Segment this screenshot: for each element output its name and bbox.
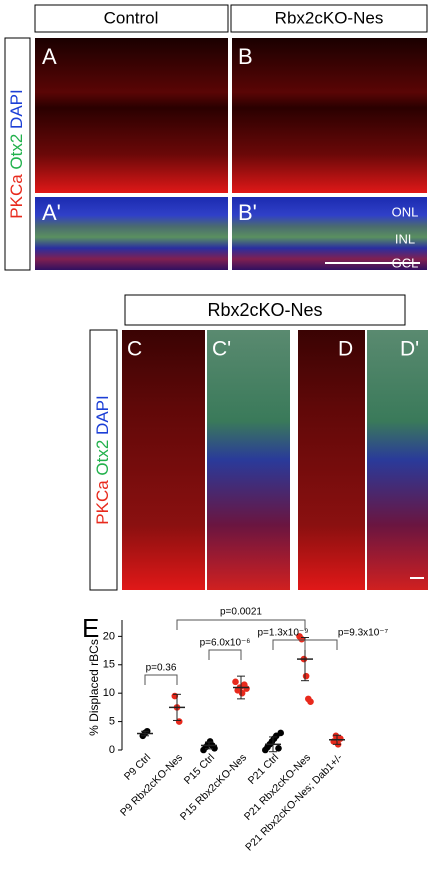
- y-tick-label: 0: [109, 744, 115, 756]
- micrograph: [207, 330, 290, 590]
- stain: DAPI: [7, 89, 26, 129]
- col-title: Control: [104, 8, 159, 27]
- micrograph: [232, 197, 427, 270]
- stain: Otx2: [93, 440, 112, 476]
- panel-letter: A: [42, 44, 57, 69]
- panel-letter: B: [238, 44, 253, 69]
- panel-letter: C: [127, 338, 142, 361]
- side-box: [89, 329, 118, 591]
- data-point: [277, 729, 285, 737]
- panel-letter: A': [42, 200, 61, 225]
- bracket: [304, 639, 338, 650]
- bracket: [208, 649, 242, 660]
- header-box: [230, 4, 428, 33]
- p-value: p=1.3x10⁻⁹: [258, 628, 309, 639]
- col-title: Rbx2cKO-Nes: [275, 8, 384, 27]
- bracket: [144, 674, 178, 685]
- data-point: [238, 689, 246, 697]
- micrograph: [232, 38, 427, 193]
- side-box: [4, 37, 31, 271]
- data-point: [211, 744, 218, 752]
- header-box: [34, 4, 229, 33]
- col-title: Rbx2cKO-Nes: [207, 300, 322, 320]
- panel-letter: C': [212, 338, 231, 361]
- data-point: [232, 678, 239, 686]
- p-value: p=0.36: [146, 663, 177, 674]
- micrograph: [298, 330, 365, 590]
- top-panels: Control Rbx2cKO-Nes PKCa Otx2 DAPI A B A…: [4, 4, 428, 271]
- layer-label: ONL: [392, 204, 419, 219]
- data-point: [275, 744, 282, 752]
- x-tick-label: P9 Ctrl: [122, 752, 153, 783]
- y-tick-label: 20: [103, 630, 115, 642]
- stain-label: PKCa Otx2 DAPI: [7, 89, 26, 218]
- layer-label: INL: [395, 231, 415, 246]
- y-tick-label: 10: [103, 687, 115, 699]
- panel-letter: B': [238, 200, 257, 225]
- micrograph: [35, 197, 228, 270]
- panel-letter: D: [338, 338, 353, 361]
- micrograph: [35, 38, 228, 193]
- micrograph: [122, 330, 205, 590]
- stain: DAPI: [93, 395, 112, 435]
- data-point: [337, 735, 344, 742]
- stain: PKCa: [7, 174, 26, 219]
- x-tick-label: P9 Rbx2cKO-Nes: [118, 752, 185, 819]
- middle-panels: Rbx2cKO-Nes PKCa Otx2 DAPI C C' D D': [89, 294, 428, 591]
- p-value: p=6.0x10⁻⁶: [200, 638, 251, 649]
- data-point: [175, 718, 183, 725]
- data-point: [302, 672, 310, 680]
- data-point: [243, 685, 250, 692]
- p-value: p=9.3x10⁻⁷: [338, 628, 389, 639]
- bracket: [176, 619, 306, 630]
- stain: PKCa: [93, 480, 112, 525]
- stain: Otx2: [7, 134, 26, 170]
- stain-label: PKCa Otx2 DAPI: [93, 395, 112, 524]
- header-box: [124, 294, 406, 326]
- data-point: [307, 698, 314, 706]
- p-value: p=0.0021: [220, 607, 262, 618]
- y-axis-title: % Displaced rBCs: [87, 639, 101, 736]
- micrograph: [367, 330, 428, 590]
- y-tick-label: 5: [109, 715, 115, 727]
- y-tick-label: 15: [103, 659, 115, 671]
- panel-letter: D': [400, 338, 419, 361]
- panel-letter: E: [82, 613, 99, 643]
